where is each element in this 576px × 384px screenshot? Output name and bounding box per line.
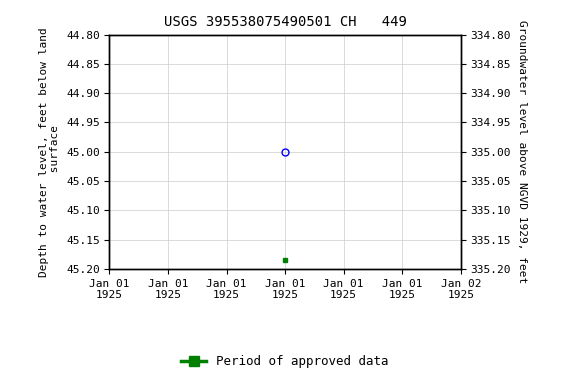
Legend: Period of approved data: Period of approved data <box>176 350 394 373</box>
Y-axis label: Depth to water level, feet below land
 surface: Depth to water level, feet below land su… <box>39 27 60 276</box>
Y-axis label: Groundwater level above NGVD 1929, feet: Groundwater level above NGVD 1929, feet <box>517 20 526 283</box>
Title: USGS 395538075490501 CH   449: USGS 395538075490501 CH 449 <box>164 15 407 29</box>
